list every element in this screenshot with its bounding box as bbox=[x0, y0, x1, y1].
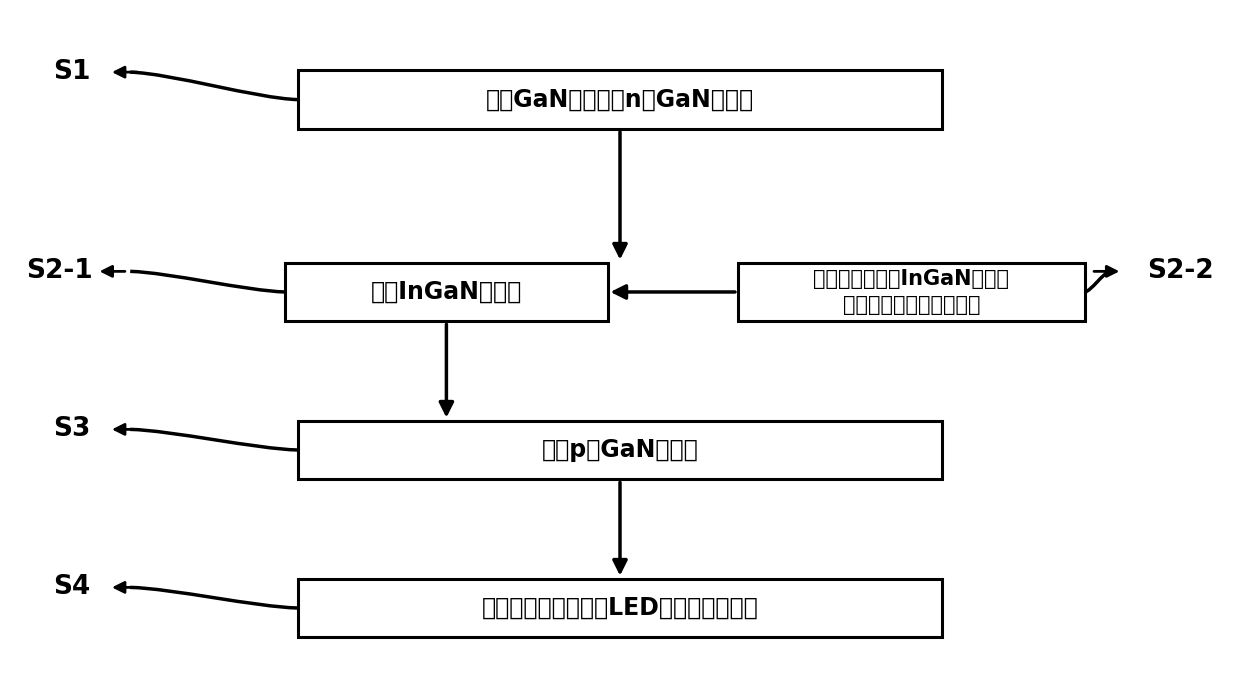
Text: 生长GaN缓冲层和n型GaN外延层: 生长GaN缓冲层和n型GaN外延层 bbox=[486, 88, 754, 111]
Text: S2-1: S2-1 bbox=[26, 258, 93, 284]
Text: 通过飞秒激光对InGaN量子阱
层实时进行编码扫描照射: 通过飞秒激光对InGaN量子阱 层实时进行编码扫描照射 bbox=[813, 269, 1009, 315]
Text: 生长p型GaN外延层: 生长p型GaN外延层 bbox=[542, 438, 698, 462]
Text: S1: S1 bbox=[53, 59, 91, 85]
Bar bbox=[285, 263, 608, 322]
Bar bbox=[738, 263, 1085, 322]
Bar bbox=[298, 420, 942, 480]
Text: S4: S4 bbox=[53, 574, 91, 600]
Text: S3: S3 bbox=[53, 416, 91, 442]
Bar bbox=[298, 71, 942, 129]
Text: 生长完毕之后，进行LED芯片制造和封装: 生长完毕之后，进行LED芯片制造和封装 bbox=[481, 596, 759, 620]
Text: S2-2: S2-2 bbox=[1147, 258, 1214, 284]
Text: 生长InGaN量子阱: 生长InGaN量子阱 bbox=[371, 280, 522, 304]
Bar bbox=[298, 578, 942, 638]
